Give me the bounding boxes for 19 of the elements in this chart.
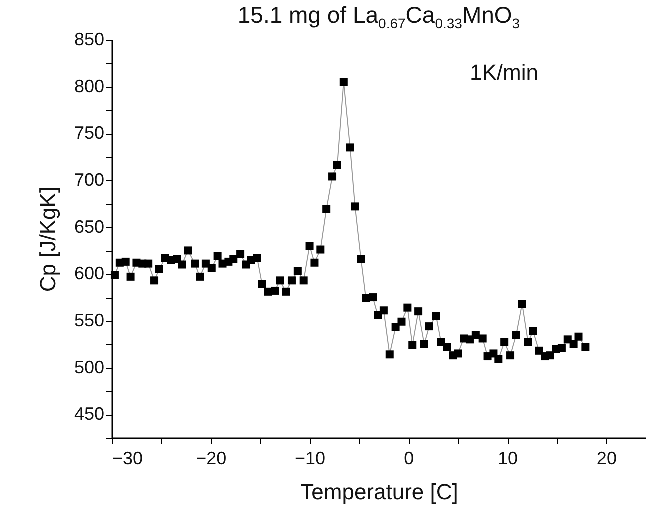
x-tick-label: −10 xyxy=(295,448,326,468)
y-tick-label: 450 xyxy=(74,404,104,424)
x-tick-label: −30 xyxy=(112,448,144,468)
x-tick-label: 10 xyxy=(498,448,518,468)
x-tick-label: −20 xyxy=(196,448,227,468)
chart-title: 15.1 mg of La$_{0.67}$Ca$_{0.33}$MnO$_{3}$ xyxy=(236,2,522,32)
y-tick-label: 700 xyxy=(74,170,104,190)
y-tick-label: 600 xyxy=(74,264,104,284)
y-tick-label: 500 xyxy=(74,357,104,378)
y-tick-label: 650 xyxy=(74,216,104,237)
y-tick-label: 750 xyxy=(74,123,104,144)
y-tick-label: 850 xyxy=(74,30,104,50)
y-axis-title: Cp [J/KgK] xyxy=(35,186,60,292)
x-tick-label: 20 xyxy=(596,448,617,468)
x-axis-title: Temperature [C] xyxy=(300,480,458,504)
annotation: 1K/min xyxy=(470,60,538,86)
y-tick-label: 800 xyxy=(74,76,104,96)
y-tick-label: 550 xyxy=(74,310,104,330)
x-tick-label: 0 xyxy=(404,448,414,468)
